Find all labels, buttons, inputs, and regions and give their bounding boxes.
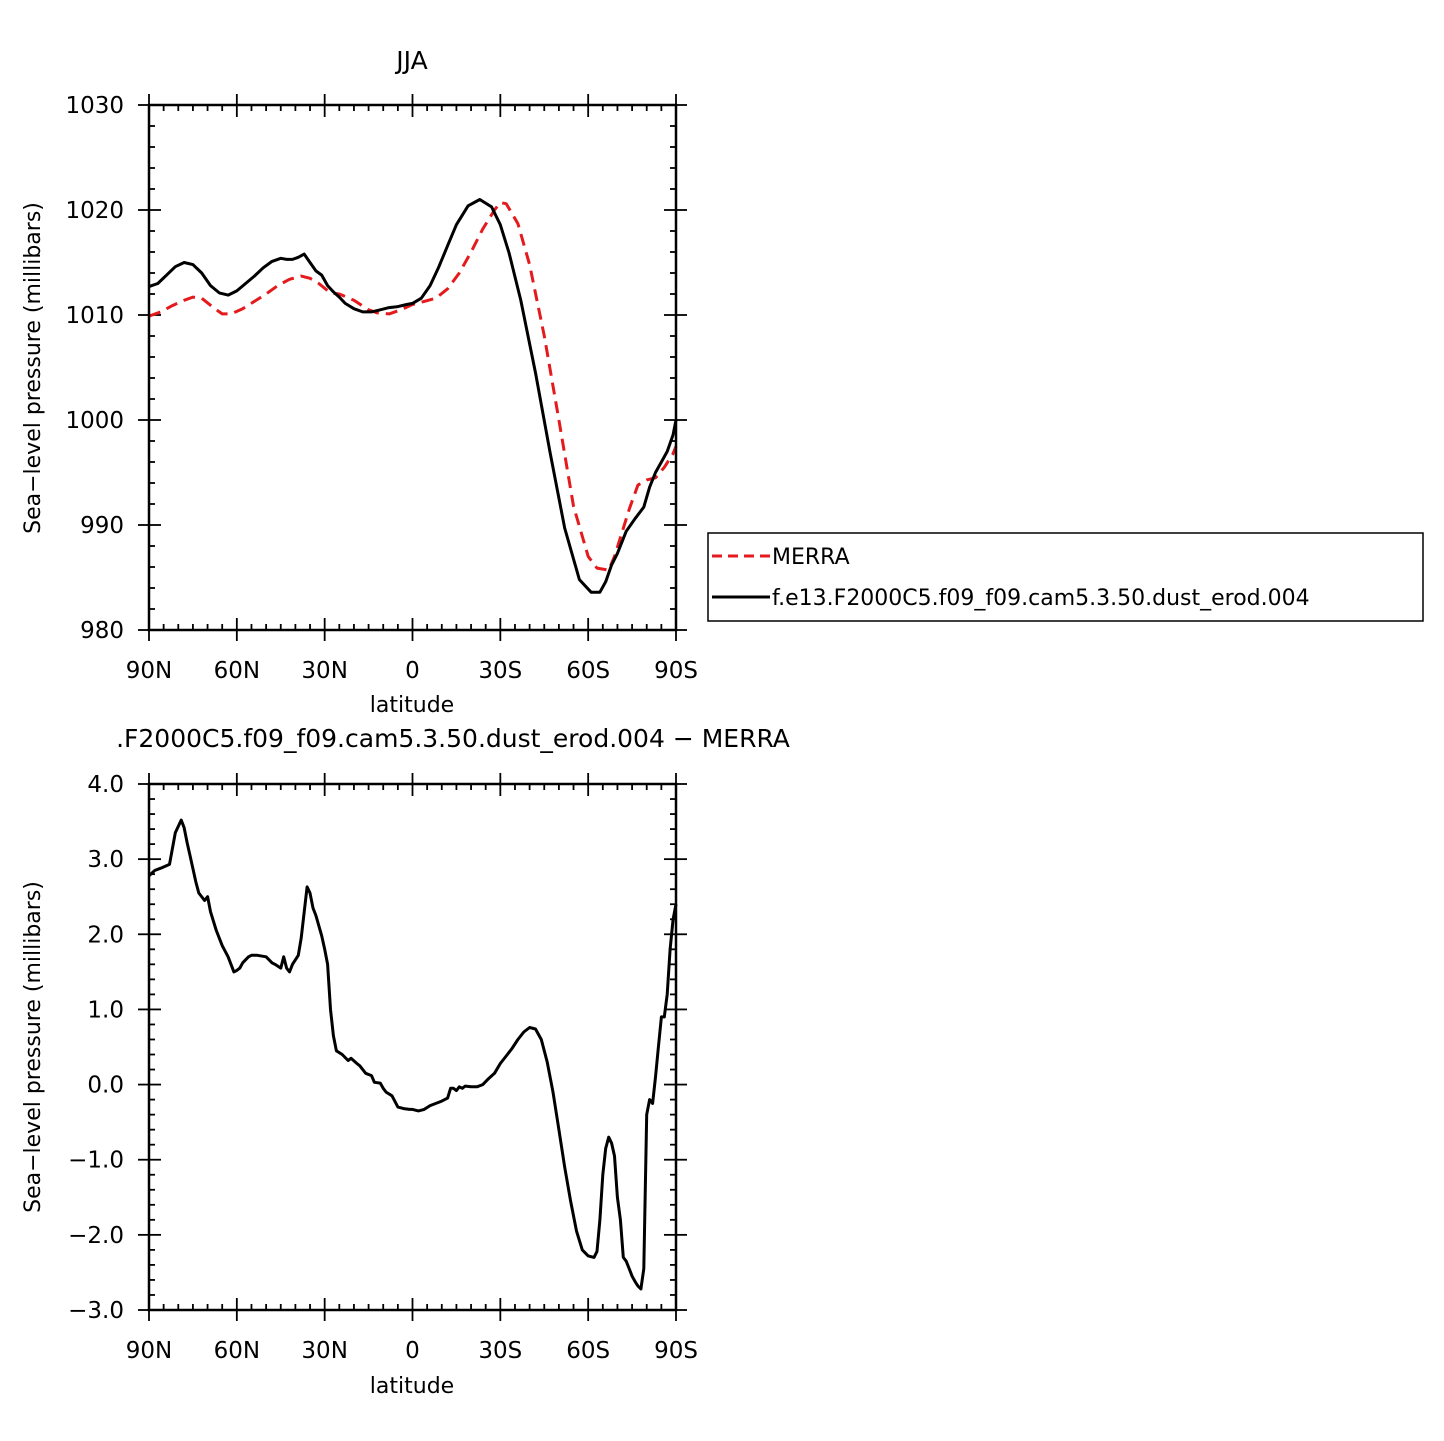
top-x-tick-label: 60S	[566, 658, 610, 684]
legend-box	[707, 532, 1424, 622]
bottom-x-tick-label: 30S	[478, 1338, 522, 1364]
bottom-series-0-line	[147, 818, 678, 1291]
bottom-y-tick-label: 3.0	[87, 847, 124, 873]
top-x-tick-label: 90S	[654, 658, 698, 684]
bottom-x-tick-label: 90S	[654, 1338, 698, 1364]
top-x-axis-title: latitude	[370, 693, 454, 718]
legend-merra-label: MERRA	[772, 545, 850, 570]
bottom-x-tick-label: 60N	[214, 1338, 260, 1364]
bottom-y-tick-label: 2.0	[87, 922, 124, 948]
top-y-tick-label: 1030	[65, 93, 124, 119]
top-x-tick-label: 0	[405, 658, 420, 684]
top-legend: MERRA f.e13.F2000C5.f09_f09.cam5.3.50.du…	[707, 532, 1424, 622]
bottom-x-tick-label: 0	[405, 1338, 420, 1364]
bottom-x-tick-label: 60S	[566, 1338, 610, 1364]
bottom-y-tick-label: 1.0	[87, 997, 124, 1023]
top-x-tick-label: 60N	[214, 658, 260, 684]
bottom-plot-elements: 90N 60N 30N 0 30S 60S 90S −3.0 −2.0 −1.0 0.0 1.0 2.0…	[68, 772, 698, 1364]
bottom-y-axis-title: Sea−level pressure (millibars)	[21, 881, 46, 1213]
bottom-panel: .F2000C5.f09_f09.cam5.3.50.dust_erod.004…	[21, 724, 790, 1399]
top-plot-frame	[147, 103, 678, 632]
top-panel: JJA 90N 60N 30N 0 30S 60S 90S 980 990 1000 1010 102…	[21, 46, 1424, 718]
top-y-tick-label: 1000	[65, 408, 124, 434]
top-plot-title: JJA	[394, 46, 427, 75]
bottom-x-tick-label: 90N	[126, 1338, 172, 1364]
top-x-tick-label: 30S	[478, 658, 522, 684]
top-x-tick-label: 90N	[126, 658, 172, 684]
bottom-y-tick-label: −3.0	[68, 1298, 124, 1324]
top-series-merra-line	[148, 201, 678, 572]
top-x-tick-label: 30N	[301, 658, 347, 684]
top-y-tick-label: 1020	[65, 198, 124, 224]
top-y-axis-title: Sea−level pressure (millibars)	[21, 202, 46, 534]
bottom-y-tick-label: 0.0	[87, 1073, 124, 1099]
bottom-y-tick-label: −2.0	[68, 1223, 124, 1249]
top-series-f-e13-f2000c5-f09-f09-cam5-3-50-dust-erod-004-line	[148, 198, 678, 594]
bottom-y-tick-label: −1.0	[68, 1148, 124, 1174]
legend-model-label: f.e13.F2000C5.f09_f09.cam5.3.50.dust_ero…	[772, 586, 1310, 611]
top-y-tick-label: 1010	[65, 303, 124, 329]
bottom-plot-title: .F2000C5.f09_f09.cam5.3.50.dust_erod.004…	[116, 724, 790, 753]
top-plot-elements: 90N 60N 30N 0 30S 60S 90S 980 990 1000 1010 1020 103…	[65, 93, 697, 684]
bottom-x-axis-title: latitude	[370, 1374, 454, 1399]
top-y-tick-label: 980	[80, 618, 124, 644]
bottom-x-tick-label: 30N	[301, 1338, 347, 1364]
bottom-y-tick-label: 4.0	[87, 772, 124, 798]
top-y-tick-label: 990	[80, 513, 124, 539]
bottom-plot-frame	[147, 782, 678, 1312]
